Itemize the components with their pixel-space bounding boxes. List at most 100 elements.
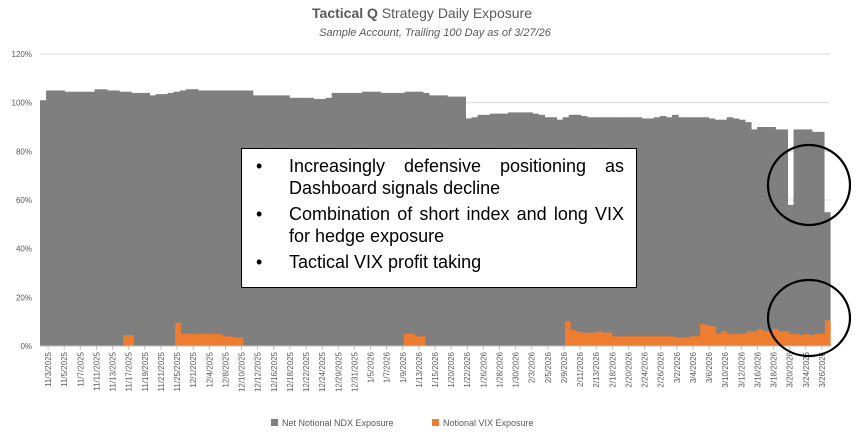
ndx-bar (161, 94, 169, 347)
x-tick-label: 3/2/2026 (673, 351, 682, 383)
ndx-bar (714, 119, 722, 346)
x-tick-label: 12/1/2025 (189, 351, 198, 387)
vix-bar (232, 337, 239, 346)
vix-bar (752, 331, 758, 346)
x-tick-label: 1/20/2026 (447, 351, 456, 387)
chart-subtitle: Sample Account, Trailing 100 Day as of 3… (319, 27, 552, 39)
x-tick-label: 1/13/2026 (415, 351, 424, 387)
vix-bar (627, 336, 634, 346)
ndx-bar (119, 91, 126, 346)
vix-bar (694, 336, 701, 346)
vix-bar (403, 333, 410, 346)
legend-label-vix: Notional VIX Exposure (443, 418, 534, 428)
vix-bar (221, 336, 228, 346)
ndx-bar (173, 91, 181, 346)
ndx-bar (52, 90, 59, 346)
callout-bullet: • Combination of short index and long VIX… (256, 203, 624, 247)
vix-series (123, 320, 831, 346)
x-tick-label: 3/4/2026 (689, 351, 698, 383)
vix-bar (648, 336, 654, 346)
vix-bar (227, 336, 233, 346)
vix-bar (814, 333, 821, 346)
chart-title-bold: Tactical Q (312, 5, 378, 21)
vix-bar (772, 328, 779, 346)
ndx-bar (793, 129, 801, 346)
ndx-bar (787, 204, 795, 346)
vix-bar (653, 336, 660, 346)
ndx-bar (763, 127, 770, 346)
vix-bar (710, 326, 717, 346)
vix-bar (674, 337, 680, 346)
x-tick-label: 3/16/2026 (753, 351, 762, 387)
x-tick-label: 2/5/2026 (544, 351, 553, 383)
x-tick-label: 1/15/2026 (431, 351, 440, 387)
vix-bar (705, 325, 712, 346)
x-tick-label: 2/18/2026 (608, 351, 617, 387)
x-tick-label: 2/3/2026 (528, 351, 537, 383)
ndx-bar (216, 90, 223, 346)
x-tick-label: 11/13/2025 (109, 351, 118, 391)
x-axis: 11/3/2025 11/5/2025 11/7/2025 11/11/2025 11/… (40, 345, 830, 392)
ndx-bar (811, 131, 819, 346)
ndx-bar (732, 118, 740, 346)
vix-bar (793, 333, 800, 346)
vix-bar (596, 331, 602, 346)
ndx-bar (751, 129, 758, 346)
ndx-bar (720, 119, 728, 346)
ndx-bar (672, 114, 679, 346)
ndx-bar (58, 90, 65, 346)
vix-bar (570, 330, 576, 346)
x-tick-label: 3/20/2026 (786, 351, 795, 387)
x-tick-label: 2/24/2026 (641, 351, 650, 387)
ndx-bar (88, 91, 96, 346)
ndx-bar (70, 91, 78, 346)
vix-bar (757, 328, 764, 346)
vix-bar (762, 331, 769, 346)
vix-bar (616, 336, 623, 346)
vix-bar (736, 333, 743, 346)
ndx-bar (198, 90, 205, 346)
vix-bar (564, 321, 571, 346)
ndx-bar (690, 117, 697, 347)
vix-bar (180, 333, 187, 346)
ndx-bar (653, 117, 661, 347)
vix-bar (206, 333, 213, 346)
vix-bar (689, 336, 696, 346)
x-tick-label: 1/5/2026 (367, 351, 376, 383)
vix-bar (611, 336, 618, 346)
ndx-bar (204, 90, 211, 346)
ndx-bar (40, 100, 47, 346)
vix-bar (741, 333, 748, 346)
ndx-bar (143, 92, 150, 347)
x-tick-label: 3/6/2026 (705, 351, 714, 383)
vix-bar (211, 333, 218, 346)
vix-bar (679, 337, 686, 346)
callout-box: • Increasingly defensive positioning as D… (241, 148, 637, 288)
x-tick-label: 12/24/2025 (318, 351, 327, 392)
ndx-bar (185, 89, 193, 346)
legend: Net Notional NDX Exposure Notional VIX E… (271, 418, 534, 428)
y-tick-label: 40% (16, 245, 32, 254)
vix-bar (788, 333, 795, 346)
ndx-bar (76, 91, 84, 346)
x-tick-label: 1/7/2026 (383, 351, 392, 383)
x-tick-label: 12/12/2025 (254, 351, 263, 392)
vix-bar (622, 336, 628, 346)
ndx-bar (769, 127, 776, 346)
vix-bar (668, 336, 675, 346)
vix-bar (128, 335, 135, 346)
x-tick-label: 3/26/2026 (818, 351, 827, 387)
vix-bar (175, 322, 181, 346)
ndx-bar (125, 91, 132, 346)
ndx-bar (149, 95, 157, 347)
vix-bar (824, 320, 831, 346)
legend-swatch-ndx (271, 419, 278, 426)
y-tick-label: 60% (16, 196, 32, 205)
ndx-bar (112, 90, 120, 346)
x-tick-label: 12/31/2025 (350, 351, 359, 392)
vix-bar (580, 332, 587, 346)
ndx-bar (82, 91, 90, 346)
ndx-bar (641, 118, 649, 346)
ndx-bar (137, 92, 144, 347)
ndx-bar (179, 90, 187, 346)
